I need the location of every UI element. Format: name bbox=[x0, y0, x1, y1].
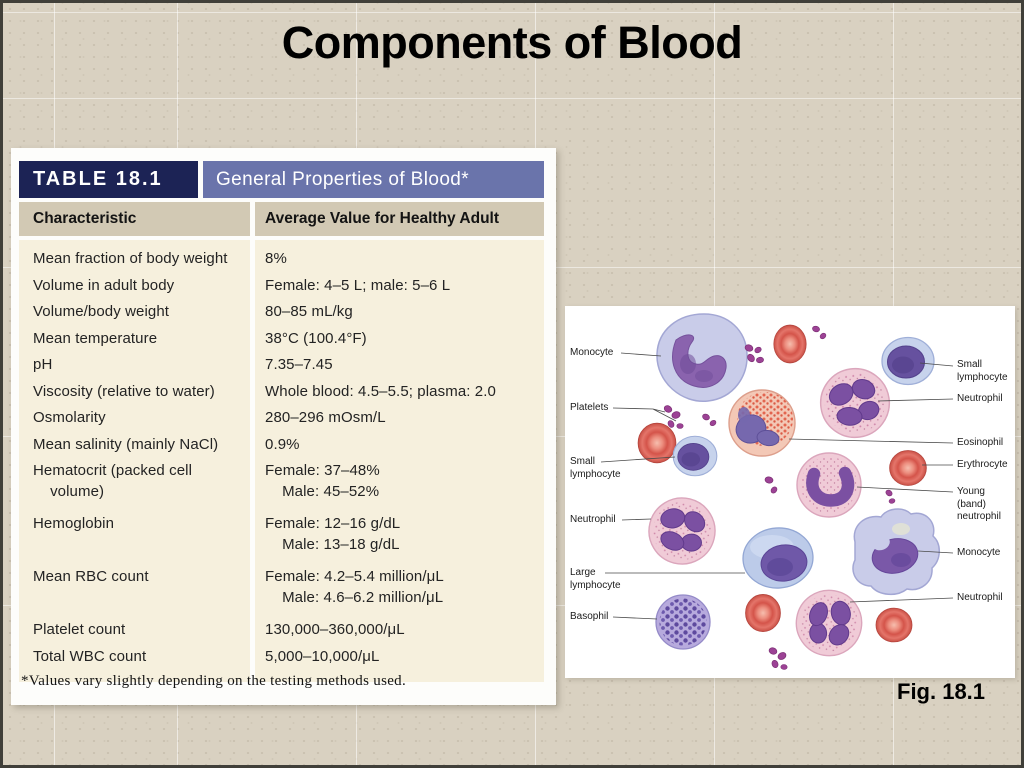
platelet-pair-middle bbox=[701, 412, 718, 428]
characteristic-cell: Volume/body weight bbox=[33, 303, 170, 320]
table-footnote: *Values vary slightly depending on the t… bbox=[21, 673, 407, 689]
figure-caption: Fig. 18.1 bbox=[897, 679, 986, 704]
table-row: Mean temperature 38°C (100.4°F) bbox=[11, 326, 556, 353]
neutrophil-cell-bottom bbox=[790, 584, 868, 662]
characteristic-cell: Mean fraction of body weight bbox=[33, 250, 228, 267]
erythrocyte-cell-left bbox=[637, 422, 677, 464]
large-lymphocyte-cell bbox=[742, 527, 814, 589]
erythrocyte-cell-right bbox=[889, 450, 927, 486]
erythrocyte-cell-bottom-right bbox=[875, 607, 913, 643]
table-row: Mean fraction of body weight 8% bbox=[11, 246, 556, 273]
small-lymphocyte-cell-top-right bbox=[881, 336, 935, 386]
column-header-row: Characteristic Average Value for Healthy… bbox=[19, 202, 544, 236]
blood-cells-figure: Monocyte Platelets Small lymphocyte Neutrop… bbox=[565, 306, 1015, 678]
cell-label-neutrophil-right-bottom: Neutrophil bbox=[957, 592, 1003, 603]
cell-label-young-band-neutrophil: Young (band) neutrophil bbox=[957, 486, 1001, 522]
platelet-cluster-bottom bbox=[767, 646, 788, 671]
eosinophil-cell bbox=[728, 389, 796, 457]
young-band-neutrophil-cell bbox=[796, 452, 862, 518]
column-header-characteristic: Characteristic bbox=[19, 202, 250, 236]
platelet-pair-center bbox=[764, 475, 779, 495]
platelet-cluster-left bbox=[662, 403, 684, 429]
characteristic-cell: Viscosity (relative to water) bbox=[33, 382, 215, 400]
neutrophil-cell-upper-right bbox=[815, 363, 895, 443]
cell-label-small-lymphocyte-right: Small lymphocyte bbox=[957, 359, 1008, 383]
characteristic-column-background bbox=[19, 240, 250, 682]
value-cell: 8% bbox=[265, 250, 287, 267]
characteristic-cell: Mean salinity (mainly NaCl) bbox=[33, 435, 219, 453]
table-row: Hemoglobin Female: 12–16 g/dL Male: 13–18… bbox=[11, 511, 556, 558]
table-row: Hematocrit (packed cell volume) Female: 3… bbox=[11, 458, 556, 505]
characteristic-cell: Mean RBC count bbox=[33, 568, 149, 585]
table-row: Osmolarity 280–296 mOsm/L bbox=[11, 405, 556, 432]
blood-cells-illustration bbox=[600, 313, 954, 671]
value-cell: Female: 4–5 L; male: 5–6 L bbox=[265, 276, 451, 294]
value-cell: 130,000–360,000/μL bbox=[265, 621, 405, 638]
slide-title: Components of Blood bbox=[281, 17, 743, 68]
characteristic-cell: Total WBC count bbox=[33, 647, 147, 665]
table-header-row: TABLE 18.1 General Properties of Blood* bbox=[19, 161, 544, 198]
table-title: General Properties of Blood* bbox=[203, 161, 544, 198]
value-cell: Female: 4.2–5.4 million/μL Male: 4.6–6.2… bbox=[265, 568, 444, 606]
cell-label-monocyte-right: Monocyte bbox=[957, 547, 1001, 558]
neutrophil-cell-lower-left bbox=[641, 490, 723, 572]
erythrocyte-cell-top bbox=[773, 324, 807, 364]
value-cell: 80–85 mL/kg bbox=[265, 303, 353, 320]
cell-label-platelets: Platelets bbox=[570, 402, 609, 413]
column-header-average-value: Average Value for Healthy Adult bbox=[255, 202, 544, 236]
cell-label-neutrophil-right-top: Neutrophil bbox=[957, 393, 1003, 404]
table-row: Mean RBC count Female: 4.2–5.4 million/μL… bbox=[11, 564, 556, 611]
table-row: Viscosity (relative to water) Whole blood… bbox=[11, 379, 556, 406]
value-cell: 38°C (100.4°F) bbox=[265, 329, 367, 347]
characteristic-cell: Volume in adult body bbox=[33, 276, 175, 294]
value-column-background bbox=[255, 240, 544, 682]
characteristic-cell: Hemoglobin bbox=[33, 515, 115, 532]
characteristic-cell: pH bbox=[33, 356, 53, 373]
characteristic-cell: Mean temperature bbox=[33, 329, 158, 347]
cell-label-eosinophil: Eosinophil bbox=[957, 437, 1004, 448]
value-cell: 280–296 mOsm/L bbox=[265, 409, 386, 426]
value-cell: Whole blood: 4.5–5.5; plasma: 2.0 bbox=[265, 382, 496, 400]
table-rows: Mean fraction of body weight 8% Volume in … bbox=[11, 240, 556, 682]
cell-label-small-lymphocyte-left: Small lymphocyte bbox=[570, 456, 621, 480]
cell-label-basophil: Basophil bbox=[570, 611, 609, 622]
platelet-pair-right bbox=[884, 488, 896, 505]
characteristic-cell: Osmolarity bbox=[33, 409, 106, 426]
basophil-cell bbox=[655, 594, 711, 650]
blood-properties-table-panel: TABLE 18.1 General Properties of Blood* … bbox=[11, 148, 556, 705]
table-row: pH 7.35–7.45 bbox=[11, 352, 556, 379]
value-cell: 0.9% bbox=[265, 435, 300, 453]
value-cell: 5,000–10,000/μL bbox=[265, 647, 380, 665]
monocyte-cell-top-left bbox=[656, 313, 748, 402]
erythrocyte-cell-bottom-middle bbox=[745, 594, 781, 632]
cell-label-monocyte-left: Monocyte bbox=[570, 347, 614, 358]
table-number-label: TABLE 18.1 bbox=[19, 161, 198, 198]
table-row: Total WBC count 5,000–10,000/μL bbox=[11, 644, 556, 671]
cell-label-large-lymphocyte: Large lymphocyte bbox=[570, 567, 621, 591]
value-cell: Female: 37–48% Male: 45–52% bbox=[265, 462, 380, 500]
table-row: Platelet count 130,000–360,000/μL bbox=[11, 617, 556, 644]
platelet-pair-top-right bbox=[811, 325, 828, 341]
table-row: Volume in adult body Female: 4–5 L; male:… bbox=[11, 273, 556, 300]
cell-label-neutrophil-left: Neutrophil bbox=[570, 514, 616, 525]
characteristic-cell: Hematocrit (packed cell volume) bbox=[33, 462, 193, 500]
value-cell: 7.35–7.45 bbox=[265, 356, 333, 373]
characteristic-cell: Platelet count bbox=[33, 621, 126, 638]
cell-label-erythrocyte: Erythrocyte bbox=[957, 459, 1008, 470]
table-body: Mean fraction of body weight 8% Volume in … bbox=[11, 240, 556, 682]
leader-lines bbox=[600, 352, 954, 620]
small-lymphocyte-cell-left bbox=[672, 435, 718, 477]
table-row: Mean salinity (mainly NaCl) 0.9% bbox=[11, 432, 556, 459]
monocyte-cell-right bbox=[852, 508, 940, 595]
value-cell: Female: 12–16 g/dL Male: 13–18 g/dL bbox=[265, 515, 401, 553]
table-row: Volume/body weight 80–85 mL/kg bbox=[11, 299, 556, 326]
